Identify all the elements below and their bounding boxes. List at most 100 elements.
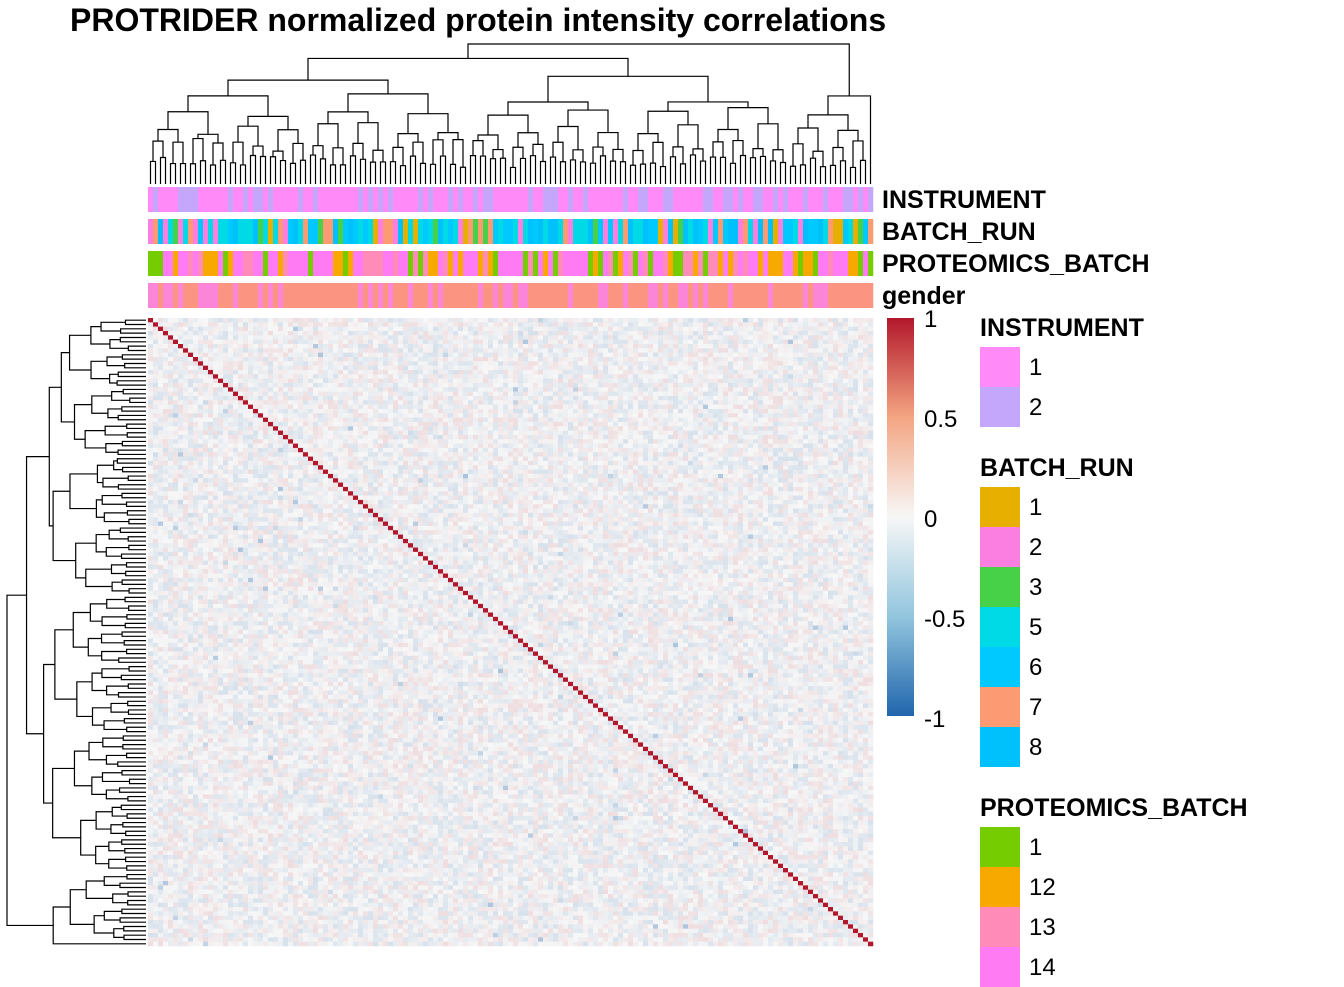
heatmap-cell (238, 392, 243, 397)
row-dendrogram-link (119, 693, 147, 697)
heatmap-cell (298, 396, 303, 401)
heatmap-cell (698, 392, 703, 397)
heatmap-cell (563, 331, 568, 336)
heatmap-cell (793, 370, 798, 375)
annotation-cell (813, 283, 818, 308)
annotation-cell (653, 219, 658, 244)
heatmap-cell (858, 327, 863, 332)
heatmap-cell (303, 431, 308, 436)
heatmap-cell (818, 348, 823, 353)
heatmap-cell (688, 318, 693, 323)
heatmap-cell (843, 361, 848, 366)
annotation-cell (588, 251, 593, 276)
heatmap-cell (723, 322, 728, 327)
heatmap-cell (178, 383, 183, 388)
heatmap-cell (708, 435, 713, 440)
annotation-cell (173, 219, 178, 244)
heatmap-cell (493, 435, 498, 440)
heatmap-cell (423, 344, 428, 349)
heatmap-cell (293, 327, 298, 332)
heatmap-cell (778, 379, 783, 384)
heatmap-cell (778, 340, 783, 345)
heatmap-cell (853, 379, 858, 384)
heatmap-cell (598, 396, 603, 401)
heatmap-cell (273, 426, 278, 431)
heatmap-cell (753, 387, 758, 392)
heatmap-cell (618, 422, 623, 427)
heatmap-cell (328, 387, 333, 392)
heatmap-cell (683, 396, 688, 401)
annotation-cell (498, 251, 503, 276)
heatmap-cell (168, 413, 173, 418)
heatmap-cell (333, 383, 338, 388)
row-dendrogram-link (102, 651, 127, 660)
heatmap-cell (318, 340, 323, 345)
heatmap-cell (468, 370, 473, 375)
heatmap-cell (438, 322, 443, 327)
heatmap-cell (803, 405, 808, 410)
column-dendrogram-link (493, 150, 503, 159)
heatmap-cell (808, 361, 813, 366)
heatmap-cell (188, 366, 193, 371)
heatmap-cell (863, 340, 868, 345)
heatmap-cell (513, 335, 518, 340)
heatmap-cell (503, 348, 508, 353)
heatmap-cell (438, 405, 443, 410)
heatmap-cell (198, 370, 203, 375)
heatmap-cell (643, 426, 648, 431)
heatmap-cell (808, 409, 813, 414)
heatmap-cell (613, 361, 618, 366)
heatmap-cell (548, 335, 553, 340)
heatmap-cell (338, 431, 343, 436)
heatmap-cell (173, 396, 178, 401)
heatmap-cell (743, 370, 748, 375)
heatmap-cell (458, 383, 463, 388)
heatmap-cell (263, 413, 268, 418)
annotation-cell (828, 219, 833, 244)
heatmap-cell (383, 435, 388, 440)
heatmap-cell (553, 418, 558, 423)
heatmap-cell (778, 361, 783, 366)
heatmap-cell (428, 413, 433, 418)
heatmap-cell (253, 366, 258, 371)
annotation-cell (753, 187, 758, 212)
heatmap-cell (203, 405, 208, 410)
heatmap-cell (383, 387, 388, 392)
heatmap-cell (773, 344, 778, 349)
heatmap-cell (303, 335, 308, 340)
heatmap-cell (163, 435, 168, 440)
heatmap-cell (278, 357, 283, 362)
heatmap-cell (838, 435, 843, 440)
annotation-cell (348, 219, 353, 244)
heatmap-cell (238, 344, 243, 349)
heatmap-cell (193, 383, 198, 388)
heatmap-cell (383, 374, 388, 379)
heatmap-cell (433, 327, 438, 332)
heatmap-cell (668, 331, 673, 336)
heatmap-cell (403, 366, 408, 371)
heatmap-cell (243, 335, 248, 340)
heatmap-cell (423, 396, 428, 401)
heatmap-cell (328, 370, 333, 375)
heatmap-cell (338, 439, 343, 444)
heatmap-cell (603, 383, 608, 388)
heatmap-cell (368, 322, 373, 327)
annotation-cell (338, 187, 343, 212)
heatmap-cell (183, 357, 188, 362)
heatmap-cell (863, 422, 868, 427)
heatmap-cell (183, 392, 188, 397)
heatmap-cell (393, 396, 398, 401)
heatmap-cell (273, 340, 278, 345)
heatmap-cell (578, 405, 583, 410)
heatmap-cell (643, 357, 648, 362)
heatmap-cell (738, 405, 743, 410)
heatmap-cell (358, 435, 363, 440)
heatmap-cell (733, 353, 738, 358)
heatmap-cell (783, 348, 788, 353)
heatmap-cell (288, 340, 293, 345)
heatmap-cell (388, 348, 393, 353)
heatmap-cell (468, 379, 473, 384)
heatmap-cell (368, 335, 373, 340)
heatmap-cell (498, 331, 503, 336)
annotation-cell (288, 251, 293, 276)
